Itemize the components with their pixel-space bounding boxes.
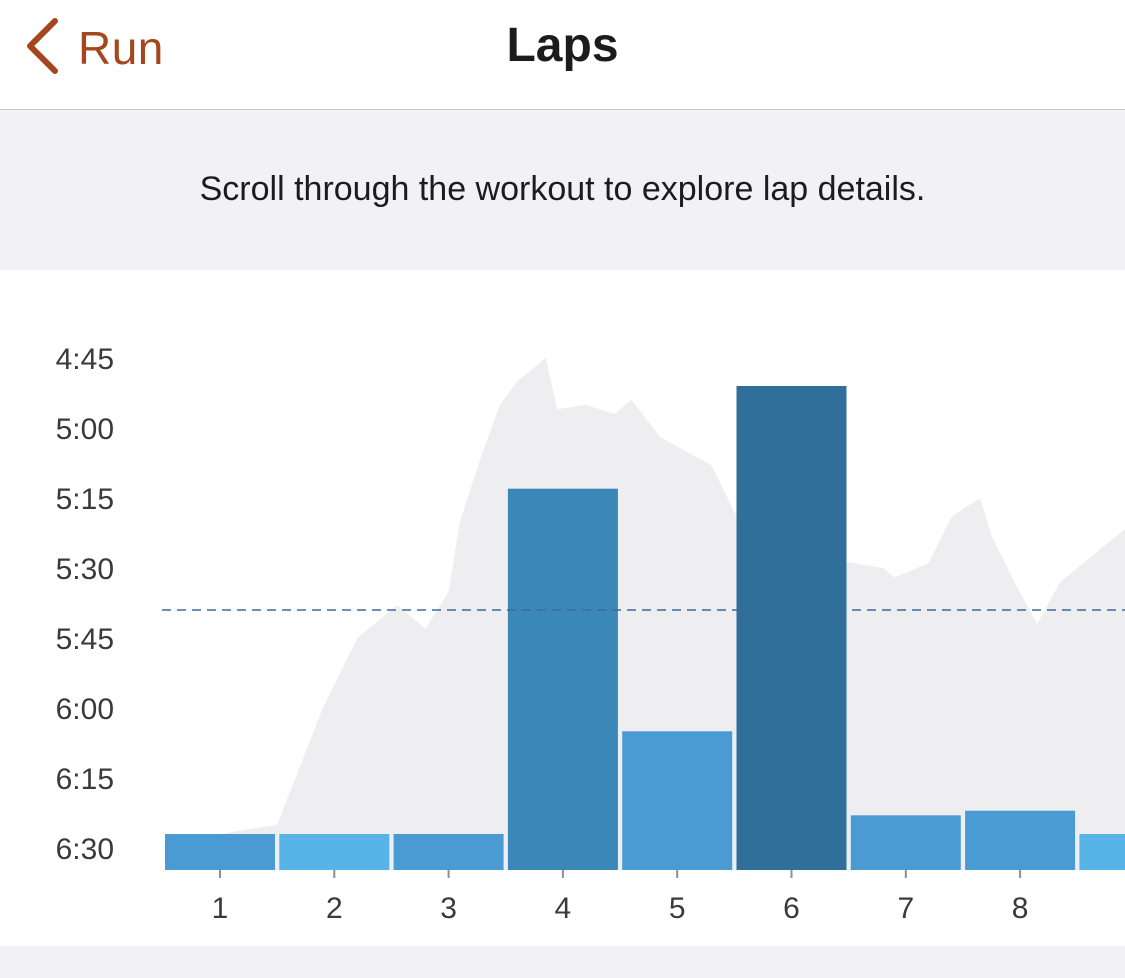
navigation-bar: Run Laps	[0, 0, 1125, 110]
lap-bar[interactable]	[279, 834, 390, 870]
lap-bar[interactable]	[736, 386, 847, 870]
laps-chart-svg[interactable]: 4:45 5:00 5:15 5:30 5:45 6:00 6:15 6:30 1 2 3 4 5 6 7 8	[0, 272, 1125, 948]
lap-bar[interactable]	[965, 810, 1076, 870]
x-tick-label: 4	[555, 892, 572, 925]
bottom-panel	[0, 946, 1125, 978]
page-title: Laps	[506, 19, 619, 72]
pace-profile-area	[220, 358, 1125, 870]
x-tick-label: 5	[669, 892, 686, 925]
lap-bar[interactable]	[507, 488, 618, 870]
y-tick-label: 5:15	[56, 483, 114, 516]
y-tick-label: 5:30	[56, 553, 114, 586]
back-label: Run	[78, 22, 164, 74]
x-tick-label: 3	[440, 892, 457, 925]
chevron-left-icon	[24, 17, 60, 80]
x-tick-label: 7	[897, 892, 914, 925]
lap-bar[interactable]	[850, 815, 961, 870]
x-tick-label: 2	[326, 892, 343, 925]
laps-chart[interactable]: 4:45 5:00 5:15 5:30 5:45 6:00 6:15 6:30 1 2 3 4 5 6 7 8	[0, 272, 1125, 948]
x-tick-label: 6	[783, 892, 800, 925]
y-tick-label: 6:15	[56, 763, 114, 796]
y-tick-label: 6:00	[56, 693, 114, 726]
y-tick-label: 4:45	[56, 343, 114, 376]
lap-bar[interactable]	[393, 834, 504, 870]
back-button[interactable]: Run	[24, 17, 164, 80]
x-tick-label: 1	[212, 892, 229, 925]
y-tick-label: 5:00	[56, 413, 114, 446]
y-tick-label: 5:45	[56, 623, 114, 656]
hint-banner	[0, 110, 1125, 270]
lap-bar[interactable]	[165, 834, 275, 870]
y-tick-label: 6:30	[56, 833, 114, 866]
lap-bar[interactable]	[622, 731, 733, 870]
hint-text: Scroll through the workout to explore la…	[199, 170, 926, 208]
x-tick-label: 8	[1012, 892, 1029, 925]
lap-bar[interactable]	[1079, 834, 1125, 870]
